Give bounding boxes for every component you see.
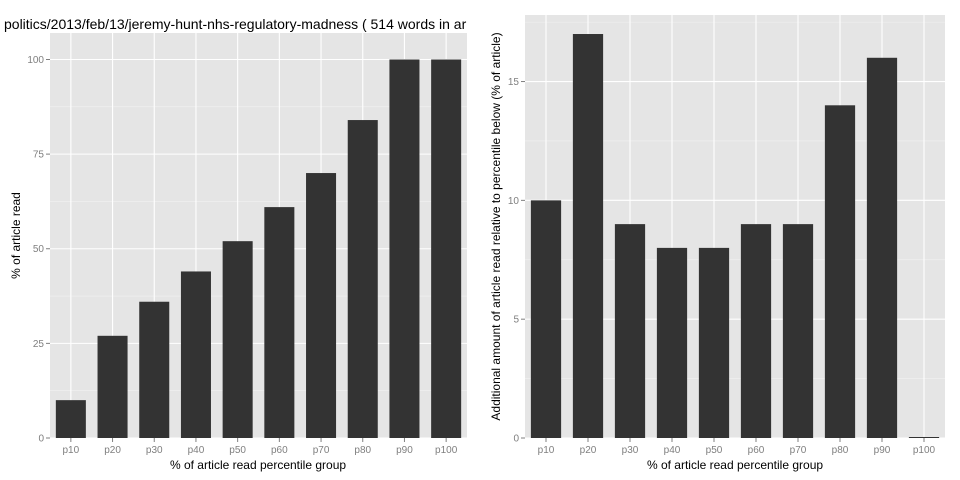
x-tick-label: p30 bbox=[146, 445, 163, 456]
bar-p80 bbox=[347, 120, 378, 438]
y-tick-label: 0 bbox=[38, 434, 44, 445]
y-tick-label: 15 bbox=[508, 77, 520, 88]
x-tick-label: p40 bbox=[188, 445, 205, 456]
bar-p20 bbox=[97, 335, 128, 438]
x-tick-label: p90 bbox=[874, 445, 891, 456]
bar-p60 bbox=[740, 224, 772, 438]
x-tick-label: p50 bbox=[706, 445, 723, 456]
x-tick-label: p100 bbox=[913, 445, 936, 456]
bar-p30 bbox=[139, 301, 170, 438]
bar-p50 bbox=[698, 247, 730, 438]
x-tick-label: p70 bbox=[313, 445, 330, 456]
y-axis-title: Additional amount of article read relati… bbox=[489, 32, 503, 420]
x-tick-label: p20 bbox=[580, 445, 597, 456]
x-tick-label: p80 bbox=[832, 445, 849, 456]
chart-panel-2: 0 5 10 15 p10 p20 p30 p40 p50 p60 p70 p80 p90 p100 % o… bbox=[489, 15, 945, 472]
chart-panel-1: 0 25 50 75 100 p10 p20 p30 p40 p50 p60 p70 p80 p90 p10… bbox=[4, 16, 467, 472]
bar-p40 bbox=[656, 247, 688, 438]
bar-p50 bbox=[222, 241, 253, 438]
chart-title: politics/2013/feb/13/jeremy-hunt-nhs-reg… bbox=[4, 16, 467, 32]
x-tick-label: p60 bbox=[271, 445, 288, 456]
bar-p10 bbox=[530, 200, 562, 438]
bar-p40 bbox=[180, 271, 211, 438]
y-tick-label: 5 bbox=[513, 315, 519, 326]
bar-p60 bbox=[264, 207, 295, 438]
x-tick-label: p30 bbox=[622, 445, 639, 456]
y-tick-label: 50 bbox=[33, 244, 45, 255]
bar-p30 bbox=[614, 224, 646, 438]
y-tick-label: 0 bbox=[513, 434, 519, 445]
x-tick-label: p40 bbox=[664, 445, 681, 456]
bar-p90 bbox=[389, 59, 420, 438]
y-axis-title: % of article read bbox=[9, 192, 23, 279]
x-tick-label: p70 bbox=[790, 445, 807, 456]
y-tick-label: 100 bbox=[27, 55, 44, 66]
bar-p70 bbox=[306, 173, 337, 438]
bar-p10 bbox=[55, 400, 86, 438]
x-tick-label: p50 bbox=[229, 445, 246, 456]
bar-p20 bbox=[572, 34, 604, 439]
bar-p100 bbox=[431, 59, 462, 438]
x-axis-title: % of article read percentile group bbox=[170, 458, 346, 472]
x-tick-label: p60 bbox=[748, 445, 765, 456]
x-tick-label: p10 bbox=[63, 445, 80, 456]
bar-p90 bbox=[866, 57, 898, 439]
y-tick-label: 25 bbox=[33, 339, 45, 350]
x-tick-label: p100 bbox=[435, 445, 458, 456]
x-axis-title: % of article read percentile group bbox=[647, 458, 823, 472]
bar-p70 bbox=[782, 224, 814, 438]
x-tick-label: p10 bbox=[538, 445, 555, 456]
bar-p80 bbox=[824, 105, 856, 438]
y-tick-label: 10 bbox=[508, 196, 520, 207]
x-tick-label: p20 bbox=[104, 445, 121, 456]
x-tick-label: p80 bbox=[354, 445, 371, 456]
x-tick-label: p90 bbox=[396, 445, 413, 456]
y-tick-label: 75 bbox=[33, 150, 45, 161]
bar-p100 bbox=[908, 437, 940, 438]
